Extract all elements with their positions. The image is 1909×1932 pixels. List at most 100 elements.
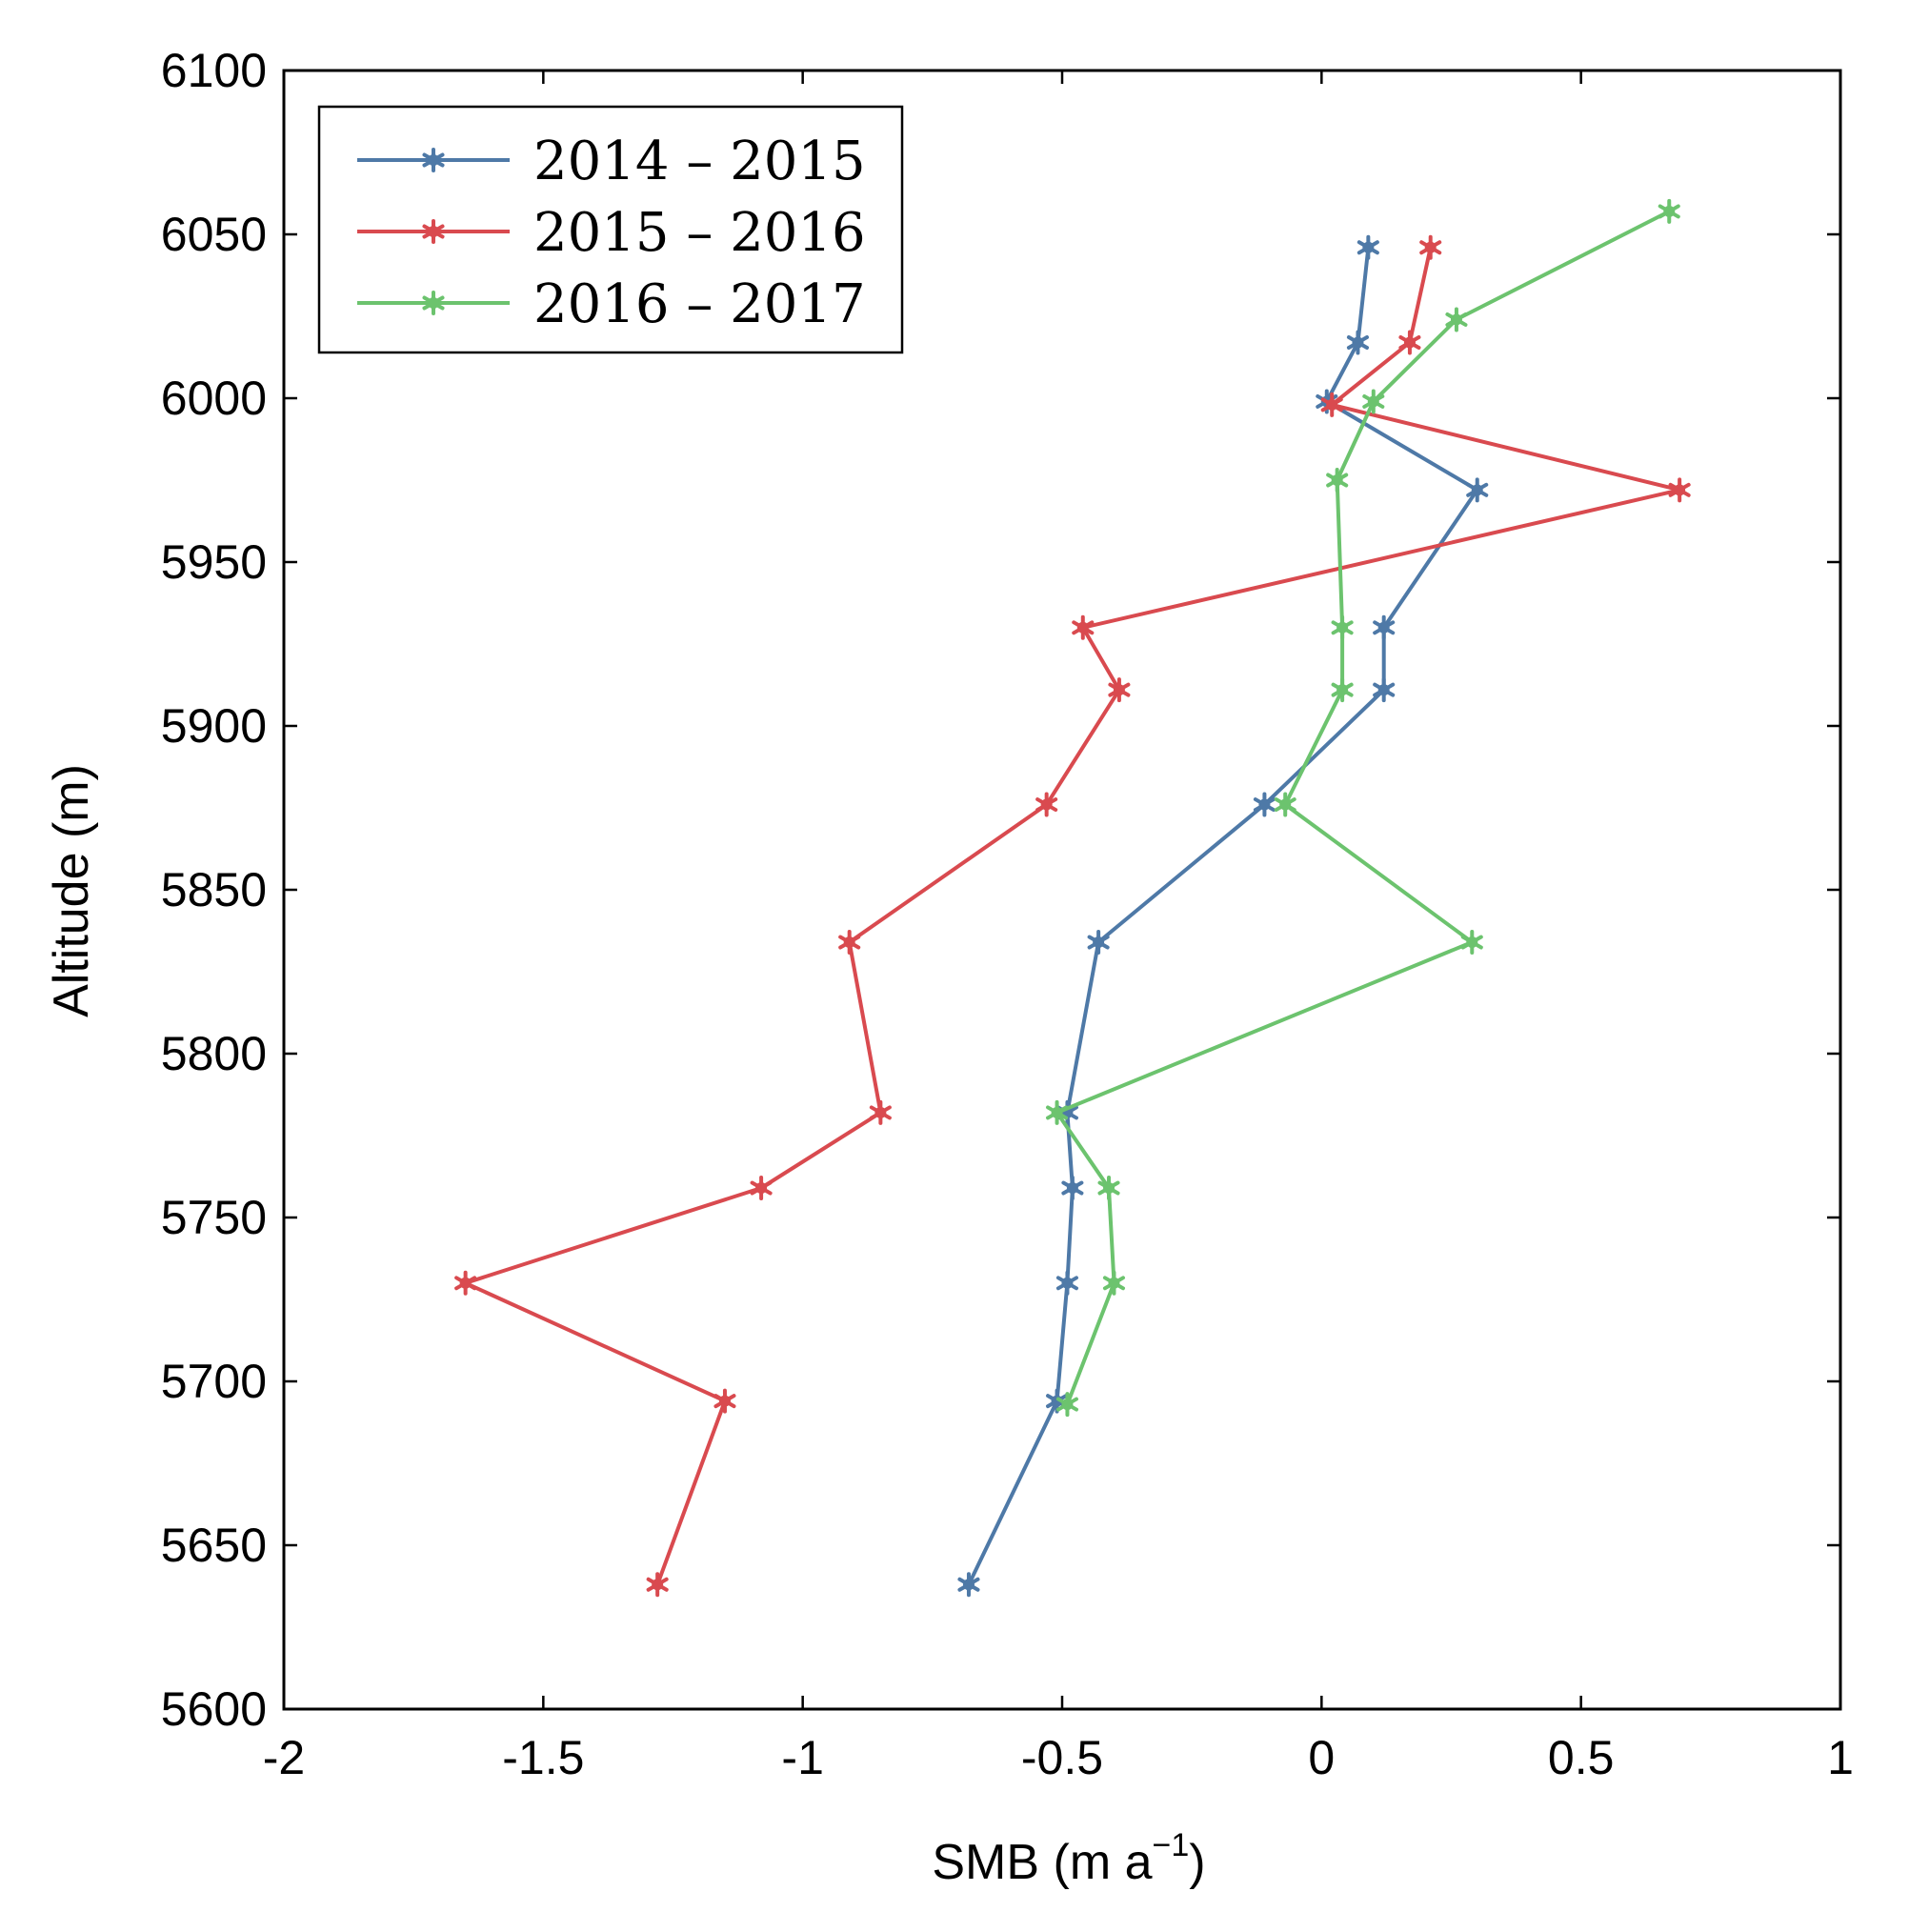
data-point	[1356, 234, 1379, 260]
data-point	[957, 1572, 980, 1598]
data-point	[1466, 477, 1489, 503]
series-line-3	[1055, 210, 1671, 1405]
data-point-core	[874, 1106, 887, 1118]
legend-label: 2014 – 2015	[533, 131, 866, 192]
data-point-core	[1466, 936, 1478, 949]
data-point-core	[1367, 395, 1379, 408]
data-point	[1274, 792, 1296, 817]
data-point-core	[1258, 798, 1271, 811]
data-point-core	[1424, 241, 1437, 253]
data-point-core	[652, 1579, 664, 1591]
x-axis-label: SMB (m a−1)	[932, 1827, 1205, 1890]
data-point	[1658, 198, 1680, 224]
data-point-core	[1450, 313, 1462, 326]
data-point-core	[1040, 798, 1053, 811]
y-axis-label: Altitude (m)	[44, 764, 99, 1017]
data-point	[1108, 677, 1131, 703]
data-point-core	[1674, 484, 1686, 496]
data-point-core	[1061, 1399, 1074, 1411]
x-tick-label: -1	[781, 1731, 823, 1784]
data-point	[1055, 1270, 1078, 1296]
series-2	[454, 234, 1691, 1598]
data-point	[1055, 1392, 1078, 1418]
legend-marker	[422, 291, 445, 315]
data-point-core	[459, 1277, 472, 1289]
data-point	[1460, 930, 1483, 956]
data-point	[646, 1572, 669, 1598]
legend-marker-core	[428, 297, 439, 309]
data-point	[1445, 307, 1468, 332]
data-point	[869, 1099, 892, 1125]
data-point-core	[1663, 205, 1676, 217]
data-series	[454, 198, 1691, 1598]
y-tick-label: 6100	[161, 44, 267, 97]
data-point	[1253, 792, 1276, 817]
legend-marker	[422, 148, 445, 172]
data-point	[1072, 614, 1095, 640]
legend-entries: 2014 – 2015 2015 – 2016 2016 – 2017	[357, 131, 866, 335]
legend-marker-core	[428, 226, 439, 237]
axes: -2 -1.5 -1 -0.5 0 0.5 1 5600 5650 5700 5750 5800 585…	[161, 44, 1854, 1784]
x-axis-label-main: SMB (m a	[932, 1835, 1152, 1890]
data-point	[1398, 330, 1421, 355]
y-tick-label: 5750	[161, 1191, 267, 1244]
data-point-core	[1113, 684, 1125, 696]
data-point-core	[1051, 1106, 1063, 1118]
x-tick-label: 1	[1827, 1731, 1854, 1784]
legend-label: 2015 – 2016	[533, 202, 866, 264]
data-point-core	[718, 1395, 731, 1407]
data-point-core	[1377, 684, 1390, 696]
data-point	[1046, 1099, 1069, 1125]
data-point-core	[1279, 798, 1292, 811]
y-tick-label: 5900	[161, 699, 267, 753]
data-point-core	[843, 936, 855, 949]
series-3	[1046, 198, 1680, 1418]
legend-marker	[422, 219, 445, 244]
y-tick-label: 6000	[161, 372, 267, 425]
data-point-core	[1061, 1277, 1074, 1289]
data-point	[454, 1270, 477, 1296]
data-point	[1097, 1176, 1120, 1201]
legend: 2014 – 2015 2015 – 2016 2016 – 2017	[317, 105, 904, 354]
y-tick-label: 6050	[161, 208, 267, 261]
data-point	[1331, 614, 1354, 640]
data-point-core	[1362, 241, 1375, 253]
data-point-core	[1326, 398, 1338, 411]
data-point	[1087, 930, 1110, 956]
x-tick-label: -0.5	[1021, 1731, 1103, 1784]
y-tick-label: 5650	[161, 1519, 267, 1572]
data-point-core	[1093, 936, 1105, 949]
y-tick-label: 5700	[161, 1355, 267, 1408]
y-tick-label: 5850	[161, 863, 267, 916]
data-point-core	[1471, 484, 1483, 496]
data-point	[1668, 477, 1691, 503]
data-point	[750, 1176, 773, 1201]
plot-frame	[282, 69, 1842, 1711]
legend-marker-core	[428, 154, 439, 166]
data-point	[1362, 389, 1385, 414]
data-point	[713, 1388, 736, 1414]
data-point-core	[1336, 684, 1349, 696]
data-point-core	[1103, 1182, 1115, 1195]
data-point	[1035, 792, 1058, 817]
data-point-core	[1377, 621, 1390, 634]
data-point	[1373, 677, 1396, 703]
data-point	[1331, 677, 1354, 703]
data-point-core	[962, 1579, 975, 1591]
data-point	[1373, 614, 1396, 640]
y-tick-label: 5600	[161, 1682, 267, 1736]
data-point	[1320, 392, 1343, 417]
data-point-core	[1076, 621, 1089, 634]
x-tick-label: 0.5	[1548, 1731, 1615, 1784]
data-point	[1326, 468, 1349, 493]
x-axis-label-close: )	[1189, 1835, 1205, 1890]
x-tick-label: -2	[263, 1731, 305, 1784]
data-point-core	[755, 1182, 768, 1195]
y-tick-label: 5800	[161, 1027, 267, 1080]
y-tick-label: 5950	[161, 535, 267, 589]
x-tick-label: 0	[1308, 1731, 1335, 1784]
data-point	[1419, 234, 1442, 260]
data-point	[1102, 1270, 1125, 1296]
data-point-core	[1336, 621, 1349, 634]
